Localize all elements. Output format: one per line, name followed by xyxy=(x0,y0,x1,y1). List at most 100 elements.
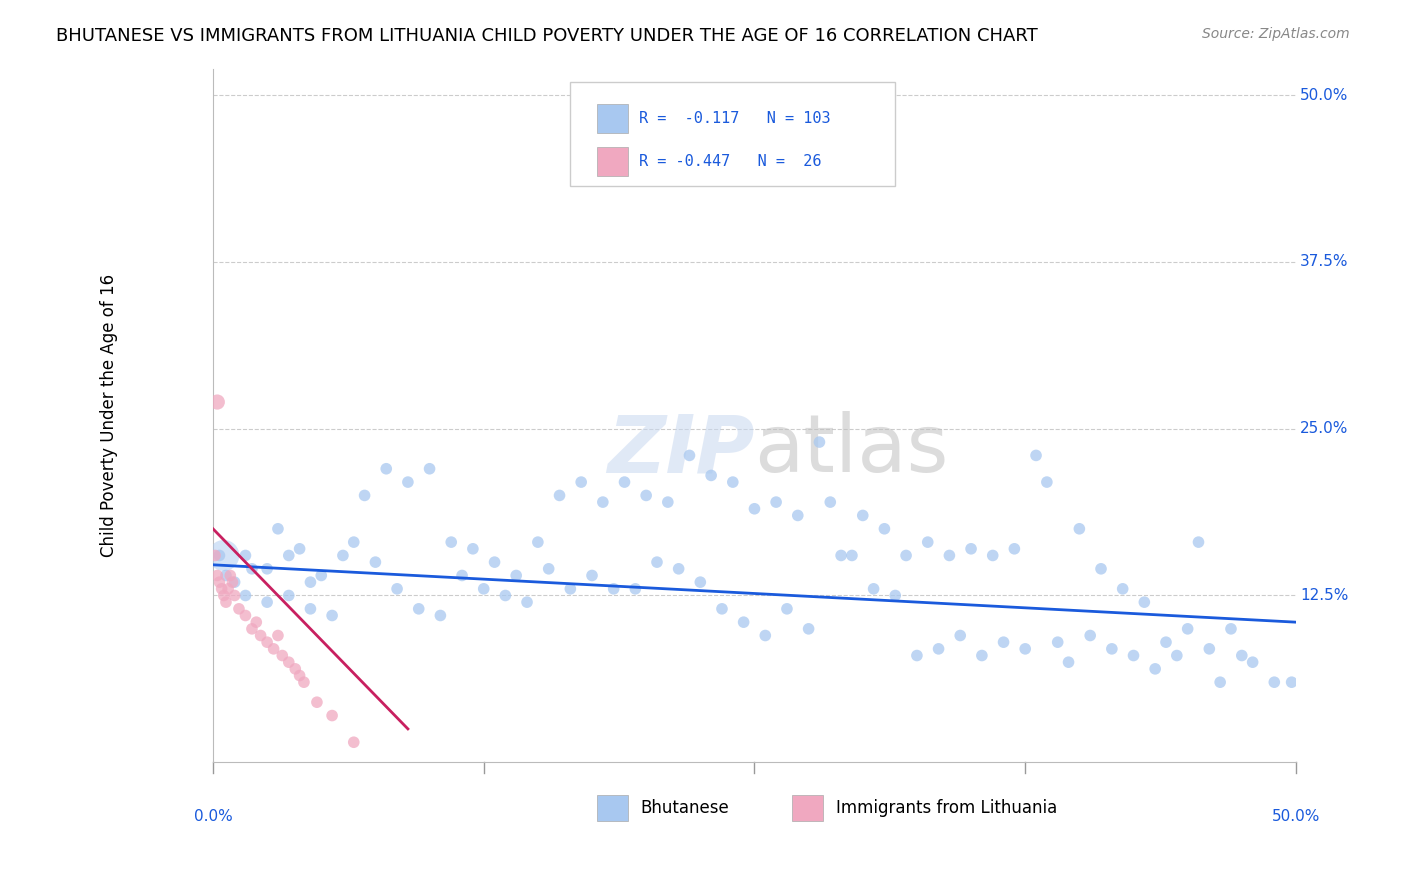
Point xyxy=(1241,655,1264,669)
Text: 0.0%: 0.0% xyxy=(194,809,232,824)
Text: ZIP: ZIP xyxy=(607,411,755,489)
Point xyxy=(1025,449,1047,463)
Point xyxy=(733,615,755,630)
Point xyxy=(1122,648,1144,663)
Point xyxy=(332,549,354,563)
Point xyxy=(1057,655,1080,669)
Point xyxy=(204,549,226,563)
Point xyxy=(235,589,257,603)
Point xyxy=(217,582,239,596)
Point xyxy=(569,475,592,489)
Point xyxy=(1014,641,1036,656)
Point xyxy=(928,641,950,656)
Point xyxy=(263,641,285,656)
Point xyxy=(970,648,993,663)
Text: 12.5%: 12.5% xyxy=(1301,588,1348,603)
Point xyxy=(527,535,550,549)
Text: 50.0%: 50.0% xyxy=(1301,87,1348,103)
Point xyxy=(240,562,263,576)
FancyBboxPatch shape xyxy=(598,103,627,133)
Text: BHUTANESE VS IMMIGRANTS FROM LITHUANIA CHILD POVERTY UNDER THE AGE OF 16 CORRELA: BHUTANESE VS IMMIGRANTS FROM LITHUANIA C… xyxy=(56,27,1038,45)
Point xyxy=(917,535,939,549)
Point xyxy=(1090,562,1112,576)
Point xyxy=(1002,541,1025,556)
Point xyxy=(343,735,366,749)
Point xyxy=(808,435,831,450)
FancyBboxPatch shape xyxy=(598,795,627,822)
Point xyxy=(321,608,343,623)
Point xyxy=(429,608,451,623)
Point xyxy=(905,648,928,663)
Point xyxy=(440,535,463,549)
FancyBboxPatch shape xyxy=(793,795,823,822)
Point xyxy=(592,495,614,509)
Text: Bhutanese: Bhutanese xyxy=(641,799,730,817)
Point xyxy=(215,595,238,609)
Point xyxy=(700,468,723,483)
Point xyxy=(602,582,624,596)
FancyBboxPatch shape xyxy=(571,82,896,186)
Point xyxy=(1078,628,1101,642)
Point xyxy=(938,549,960,563)
Point xyxy=(419,462,441,476)
Point xyxy=(786,508,808,523)
Point xyxy=(364,555,387,569)
Point xyxy=(581,568,603,582)
Point xyxy=(309,568,332,582)
Point xyxy=(765,495,787,509)
Point xyxy=(408,602,430,616)
Point xyxy=(1154,635,1177,649)
Point xyxy=(689,575,711,590)
Point xyxy=(657,495,679,509)
Point xyxy=(894,549,917,563)
Point xyxy=(1220,622,1243,636)
Point xyxy=(981,549,1004,563)
Point xyxy=(820,495,842,509)
Point xyxy=(299,575,322,590)
Point xyxy=(1209,675,1232,690)
Point xyxy=(208,575,231,590)
Point xyxy=(494,589,516,603)
Point xyxy=(224,589,246,603)
Point xyxy=(288,668,311,682)
Point xyxy=(353,488,375,502)
Point xyxy=(284,662,307,676)
Point xyxy=(1133,595,1156,609)
Point xyxy=(830,549,852,563)
Point xyxy=(208,549,231,563)
Point xyxy=(385,582,408,596)
Point xyxy=(744,501,766,516)
Point xyxy=(484,555,506,569)
Point xyxy=(1111,582,1133,596)
Point xyxy=(1101,641,1123,656)
Point xyxy=(343,535,366,549)
Point xyxy=(776,602,799,616)
Text: 37.5%: 37.5% xyxy=(1301,254,1348,269)
Point xyxy=(207,395,229,409)
Point xyxy=(375,462,398,476)
Point xyxy=(1263,675,1285,690)
Point xyxy=(235,549,257,563)
Point xyxy=(228,602,250,616)
Point xyxy=(267,522,290,536)
Point xyxy=(451,568,474,582)
Point xyxy=(277,589,299,603)
Point xyxy=(267,628,290,642)
Text: R =  -0.117   N = 103: R = -0.117 N = 103 xyxy=(638,111,830,126)
Point xyxy=(207,568,229,582)
Point xyxy=(636,488,658,502)
Point xyxy=(505,568,527,582)
Point xyxy=(1166,648,1188,663)
Point xyxy=(516,595,538,609)
Point xyxy=(1281,675,1303,690)
Point xyxy=(461,541,484,556)
Point xyxy=(321,708,343,723)
Point xyxy=(212,589,235,603)
Point xyxy=(797,622,820,636)
Text: R = -0.447   N =  26: R = -0.447 N = 26 xyxy=(638,154,821,169)
Point xyxy=(548,488,571,502)
Point xyxy=(212,549,235,563)
Text: atlas: atlas xyxy=(755,411,949,489)
Point xyxy=(560,582,582,596)
Point xyxy=(235,608,257,623)
